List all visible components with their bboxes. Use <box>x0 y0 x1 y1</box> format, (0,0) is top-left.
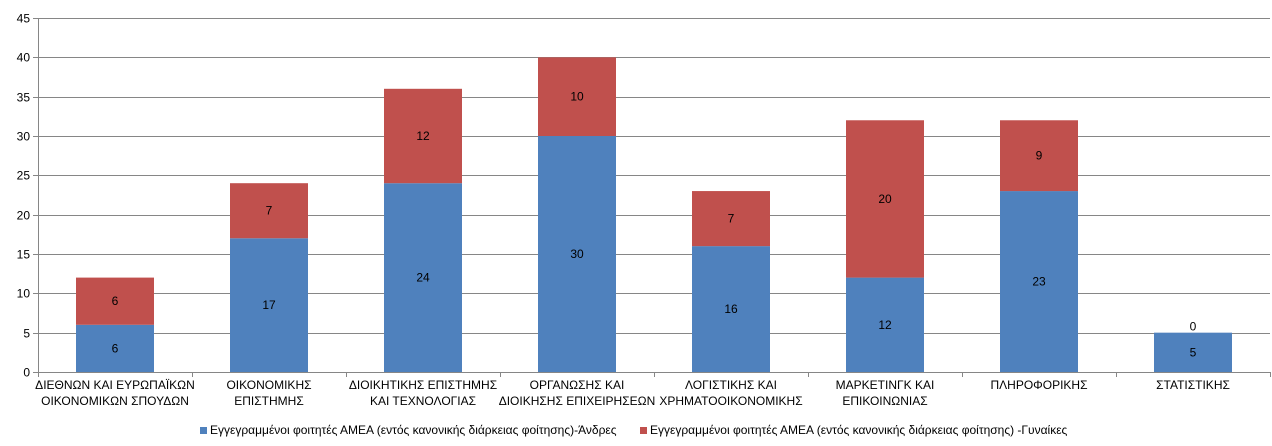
y-tick-label: 40 <box>17 51 31 65</box>
y-tick-label: 20 <box>17 209 31 223</box>
data-label: 12 <box>416 129 430 143</box>
bar-segment-series-1 <box>76 324 154 372</box>
x-category-label: ΛΟΓΙΣΤΙΚΗΣ ΚΑΙ ΧΡΗΜΑΤΟΟΙΚΟΝΟΜΙΚΗΣ <box>659 378 802 408</box>
bar-segment-series-1 <box>538 136 616 372</box>
data-label: 23 <box>1032 275 1046 289</box>
x-category-label-line: ΠΛΗΡΟΦΟΡΙΚΗΣ <box>990 378 1087 392</box>
x-category-label: ΔΙΕΘΝΩΝ ΚΑΙ ΕΥΡΩΠΑΪΚΩΝ ΟΙΚΟΝΟΜΙΚΩΝ ΣΠΟΥΔΩ… <box>35 378 195 408</box>
bar-segment-series-1 <box>692 246 770 372</box>
y-tick-label: 30 <box>17 130 31 144</box>
legend-label-series-2: Εγγεγραμμένοι φοιτητές ΑΜΕΑ (εντός κανον… <box>650 423 1068 437</box>
bar-segment-series-1 <box>384 183 462 372</box>
data-label: 17 <box>262 298 276 312</box>
data-label: 12 <box>878 318 892 332</box>
data-label: 24 <box>416 271 430 285</box>
x-category-label-line: ΕΠΙΚΟΙΝΩΝΙΑΣ <box>842 394 927 408</box>
legend-swatch-series-1 <box>200 427 207 434</box>
bar-segment-series-2 <box>846 120 924 278</box>
x-category-label: ΟΙΚΟΝΟΜΙΚΗΣ ΕΠΙΣΤΗΜΗΣ <box>226 378 311 408</box>
bars <box>76 57 1232 372</box>
bar-segment-series-2 <box>692 191 770 247</box>
data-label: 16 <box>724 302 738 316</box>
y-tick-label: 5 <box>23 327 30 341</box>
y-tick-label: 10 <box>17 287 31 301</box>
x-category-label: ΣΤΑΤΙΣΤΙΚΗΣ <box>1156 378 1230 392</box>
bar-segment-series-1 <box>846 277 924 372</box>
bar-segment-series-2 <box>1000 120 1078 192</box>
x-category-label-line: ΕΠΙΣΤΗΜΗΣ <box>234 394 304 408</box>
y-tick-label: 15 <box>17 248 31 262</box>
x-category-label-line: ΜΑΡΚΕΤΙΝΓΚ ΚΑΙ <box>836 378 935 392</box>
x-category-label-line: ΔΙΕΘΝΩΝ ΚΑΙ ΕΥΡΩΠΑΪΚΩΝ <box>35 378 195 392</box>
x-category-label-line: ΟΙΚΟΝΟΜΙΚΩΝ ΣΠΟΥΔΩΝ <box>41 394 189 408</box>
data-label: 20 <box>878 192 892 206</box>
y-tick-label: 25 <box>17 169 31 183</box>
bar-segment-series-2 <box>76 277 154 325</box>
x-category-label: ΜΑΡΚΕΤΙΝΓΚ ΚΑΙ ΕΠΙΚΟΙΝΩΝΙΑΣ <box>836 378 935 408</box>
legend-label-series-1: Εγγεγραμμένοι φοιτητές ΑΜΕΑ (εντός κανον… <box>210 423 617 437</box>
data-label: 6 <box>112 341 119 355</box>
axes: 0 5 10 15 20 25 30 35 40 45 ΔΙΕΘΝΩΝ ΚΑΙ ΕΥΡΩΠΑΪΚΩΝ… <box>17 12 1271 408</box>
x-category-label-line: ΔΙΟΙΚΗΤΙΚΗΣ ΕΠΙΣΤΗΜΗΣ <box>349 378 497 392</box>
data-label: 0 <box>1190 320 1197 334</box>
x-category-label-line: ΟΙΚΟΝΟΜΙΚΗΣ <box>226 378 311 392</box>
bar-segment-series-2 <box>384 88 462 184</box>
x-category-label-line: ΧΡΗΜΑΤΟΟΙΚΟΝΟΜΙΚΗΣ <box>659 394 802 408</box>
data-label: 7 <box>728 212 735 226</box>
y-tick-label: 45 <box>17 12 31 26</box>
x-category-label-line: ΣΤΑΤΙΣΤΙΚΗΣ <box>1156 378 1230 392</box>
bar-segment-series-2 <box>538 57 616 137</box>
data-label: 6 <box>112 294 119 308</box>
x-category-label-line: ΔΙΟΙΚΗΣΗΣ ΕΠΙΧΕΙΡΗΣΕΩΝ <box>499 394 656 408</box>
data-label: 5 <box>1190 345 1197 359</box>
bar-segment-series-1 <box>1154 332 1232 372</box>
data-label: 30 <box>570 247 584 261</box>
x-category-label: ΟΡΓΑΝΩΣΗΣ ΚΑΙ ΔΙΟΙΚΗΣΗΣ ΕΠΙΧΕΙΡΗΣΕΩΝ <box>499 378 656 408</box>
gridlines <box>38 18 1270 334</box>
data-labels: 6 6 17 7 24 12 30 10 16 7 12 20 23 9 5 0 <box>112 90 1197 360</box>
x-category-label: ΔΙΟΙΚΗΤΙΚΗΣ ΕΠΙΣΤΗΜΗΣ ΚΑΙ ΤΕΧΝΟΛΟΓΙΑΣ <box>349 378 497 408</box>
bar-segment-series-1 <box>1000 191 1078 372</box>
x-category-label-line: ΛΟΓΙΣΤΙΚΗΣ ΚΑΙ <box>685 378 777 392</box>
x-category-label: ΠΛΗΡΟΦΟΡΙΚΗΣ <box>990 378 1087 392</box>
x-category-label-line: ΟΡΓΑΝΩΣΗΣ ΚΑΙ <box>530 378 625 392</box>
y-tick-label: 0 <box>23 366 30 380</box>
y-tick-label: 35 <box>17 91 31 105</box>
x-category-label-line: ΚΑΙ ΤΕΧΝΟΛΟΓΙΑΣ <box>370 394 476 408</box>
data-label: 7 <box>266 204 273 218</box>
bar-segment-series-2 <box>230 183 308 239</box>
legend: Εγγεγραμμένοι φοιτητές ΑΜΕΑ (εντός κανον… <box>200 423 1068 437</box>
data-label: 10 <box>570 90 584 104</box>
bar-segment-series-1 <box>230 238 308 372</box>
data-label: 9 <box>1036 149 1043 163</box>
legend-swatch-series-2 <box>640 427 647 434</box>
